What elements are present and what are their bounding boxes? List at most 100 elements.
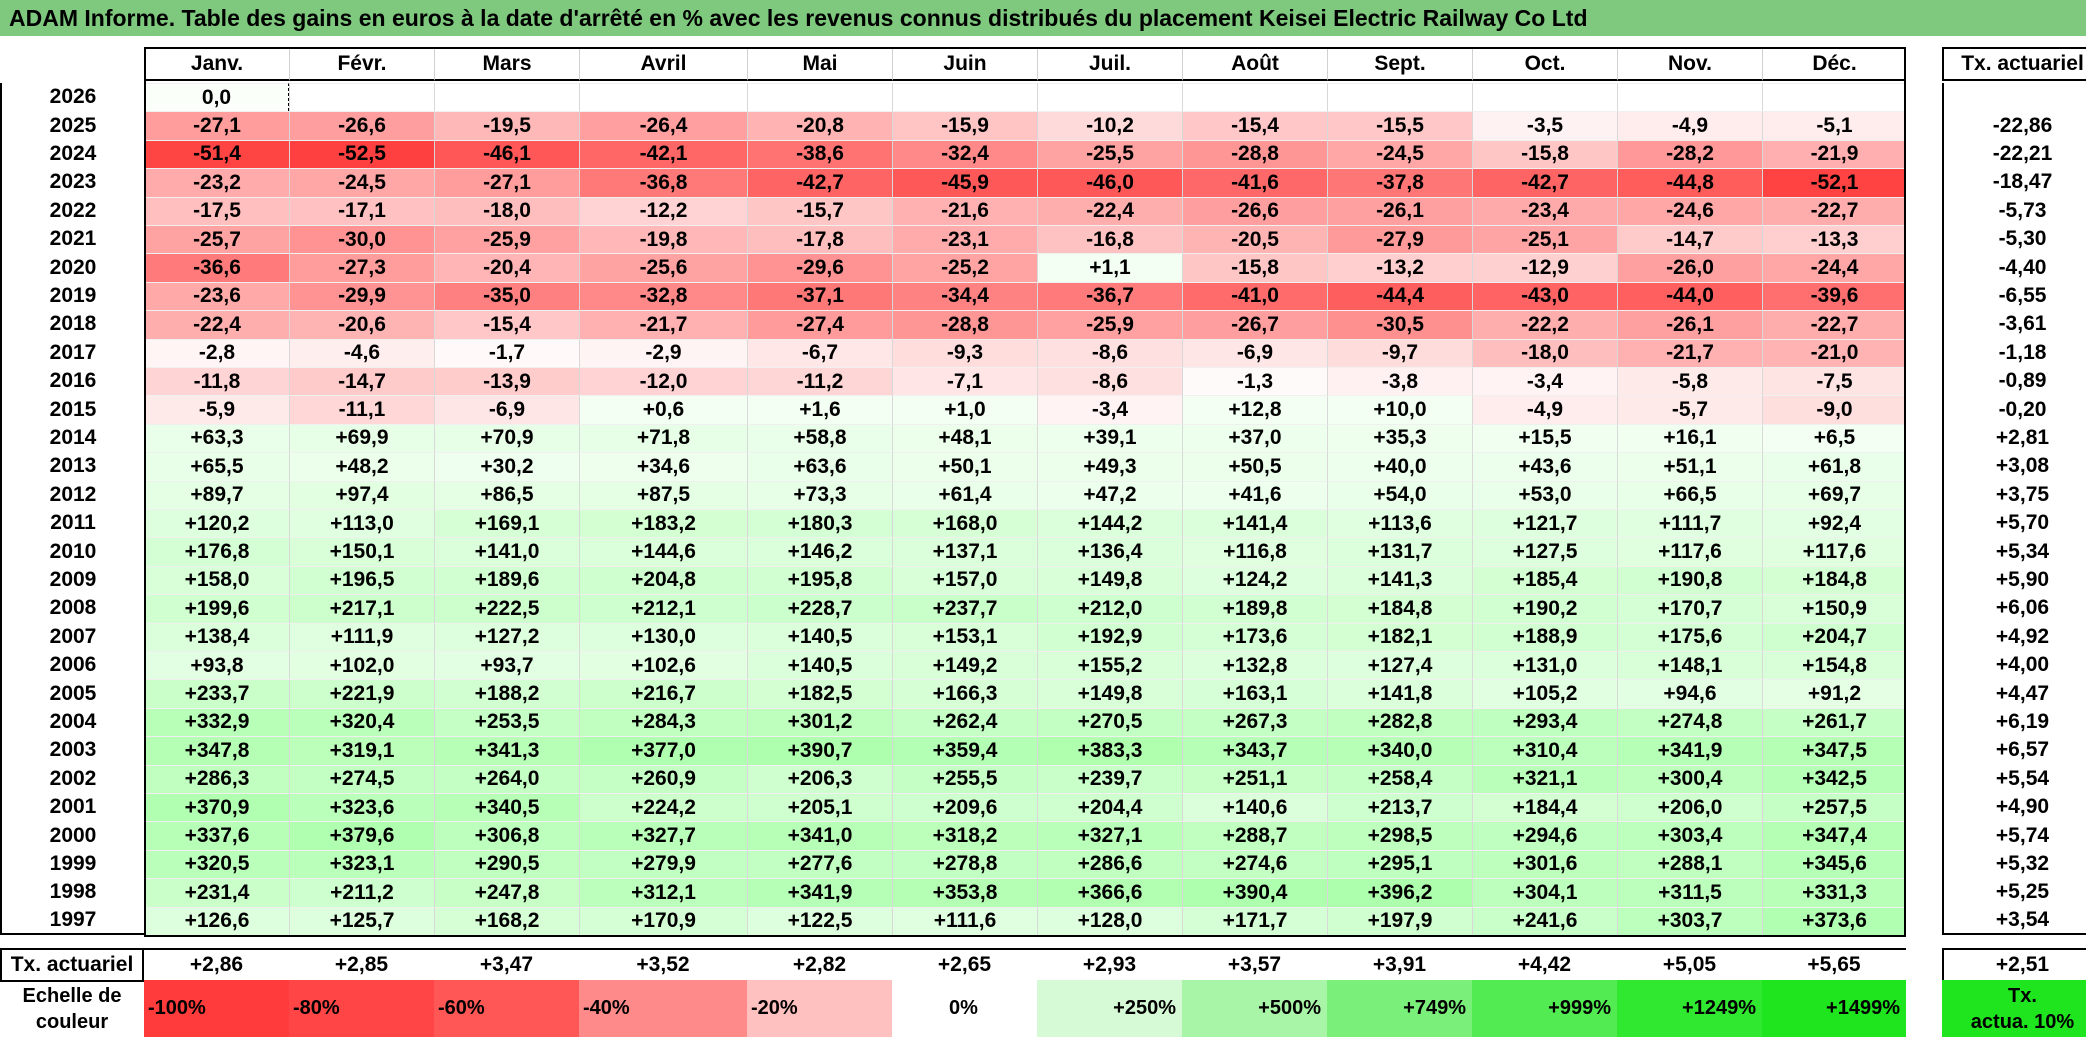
value-cell: +136,4 xyxy=(1037,537,1182,566)
value-cell: +73,3 xyxy=(747,480,892,509)
value-cell xyxy=(1617,83,1762,112)
value-cell: -6,9 xyxy=(1182,338,1327,367)
value-cell: 0,0 xyxy=(144,83,289,112)
value-cell xyxy=(747,83,892,112)
annual-rate-cell: +5,70 xyxy=(1942,509,2086,538)
value-cell: -42,7 xyxy=(747,168,892,197)
value-cell: -11,2 xyxy=(747,367,892,396)
value-cell: -25,9 xyxy=(434,225,579,254)
value-cell: +278,8 xyxy=(892,849,1037,879)
value-cell: +153,1 xyxy=(892,622,1037,651)
value-cell: +267,3 xyxy=(1182,707,1327,737)
value-cell: +190,2 xyxy=(1472,594,1617,623)
annual-rate-cell: +3,54 xyxy=(1942,906,2086,935)
value-cell: +255,5 xyxy=(892,764,1037,793)
value-cell: +149,2 xyxy=(892,651,1037,680)
year-label: 2012 xyxy=(0,480,144,509)
value-cell: -13,3 xyxy=(1762,225,1906,254)
value-cell: +188,2 xyxy=(434,679,579,708)
year-label: 2013 xyxy=(0,452,144,481)
year-label: 2021 xyxy=(0,225,144,254)
value-cell: +148,1 xyxy=(1617,651,1762,680)
value-cell: +184,8 xyxy=(1327,594,1472,623)
annual-rate-cell: -5,73 xyxy=(1942,196,2086,225)
month-header: Mars xyxy=(434,47,579,81)
scale-swatch: -80% xyxy=(289,980,434,1037)
value-cell: -29,6 xyxy=(747,253,892,282)
value-cell: -7,1 xyxy=(892,367,1037,396)
value-cell: +138,4 xyxy=(144,622,289,651)
annual-rate-cell: +4,90 xyxy=(1942,793,2086,822)
month-header: Oct. xyxy=(1472,47,1617,81)
value-cell: -34,4 xyxy=(892,281,1037,311)
value-cell: +298,5 xyxy=(1327,821,1472,850)
value-cell: -18,0 xyxy=(434,196,579,225)
value-cell: -19,5 xyxy=(434,111,579,140)
value-cell: +168,0 xyxy=(892,509,1037,538)
value-cell: -1,7 xyxy=(434,338,579,367)
value-cell: -12,2 xyxy=(579,196,747,225)
value-cell: +158,0 xyxy=(144,565,289,595)
value-cell: +92,4 xyxy=(1762,509,1906,538)
value-cell: +131,0 xyxy=(1472,651,1617,680)
table-row: 2014 +63,3 +69,9 +70,9 +71,8 +58,8 +48,1 +39,1 +… xyxy=(0,423,2086,453)
table-row: 2016 -11,8 -14,7 -13,9 -12,0 -11,2 -7,1 -8,6 -1,… xyxy=(0,367,2086,396)
scale-swatch: +999% xyxy=(1472,980,1617,1037)
table-row: 2005 +233,7 +221,9 +188,2 +216,7 +182,5 +166,3… xyxy=(0,679,2086,708)
value-cell: +318,2 xyxy=(892,821,1037,850)
value-cell: -22,7 xyxy=(1762,310,1906,339)
value-cell: +70,9 xyxy=(434,423,579,453)
value-cell: +213,7 xyxy=(1327,793,1472,822)
value-cell: -4,9 xyxy=(1617,111,1762,140)
table-row: 2024 -51,4 -52,5 -46,1 -42,1 -38,6 -32,4 -25,5-… xyxy=(0,139,2086,169)
value-cell: +150,1 xyxy=(289,537,434,566)
value-cell: -43,0 xyxy=(1472,281,1617,311)
annual-rate-cell: -22,86 xyxy=(1942,111,2086,140)
value-cell: +89,7 xyxy=(144,480,289,509)
value-cell: +320,4 xyxy=(289,707,434,737)
value-cell: +163,1 xyxy=(1182,679,1327,708)
value-cell: +295,1 xyxy=(1327,849,1472,879)
value-cell: +204,8 xyxy=(579,565,747,595)
value-cell: +120,2 xyxy=(144,509,289,538)
value-cell: -25,2 xyxy=(892,253,1037,282)
value-cell: +48,1 xyxy=(892,423,1037,453)
annual-header: Tx. actuariel xyxy=(1942,47,2086,81)
value-cell: -23,6 xyxy=(144,281,289,311)
year-label: 2009 xyxy=(0,565,144,595)
value-cell: +205,1 xyxy=(747,793,892,822)
scale-swatch: +749% xyxy=(1327,980,1472,1037)
value-cell: +274,5 xyxy=(289,764,434,793)
value-cell: +290,5 xyxy=(434,849,579,879)
annual-rate-cell: +6,19 xyxy=(1942,707,2086,737)
value-cell: -36,7 xyxy=(1037,281,1182,311)
annual-rate-cell: -6,55 xyxy=(1942,281,2086,311)
month-header: Juil. xyxy=(1037,47,1182,81)
value-cell: -27,9 xyxy=(1327,225,1472,254)
value-cell: -16,8 xyxy=(1037,225,1182,254)
value-cell: -14,7 xyxy=(289,367,434,396)
value-cell: +320,5 xyxy=(144,849,289,879)
value-cell: -15,5 xyxy=(1327,111,1472,140)
value-cell: +1,1 xyxy=(1037,253,1182,282)
value-cell: +49,3 xyxy=(1037,452,1182,481)
value-cell: +321,1 xyxy=(1472,764,1617,793)
value-cell: +141,0 xyxy=(434,537,579,566)
annual-rate-cell xyxy=(1942,83,2086,112)
value-cell: +189,6 xyxy=(434,565,579,595)
value-cell: +149,8 xyxy=(1037,565,1182,595)
value-cell: +54,0 xyxy=(1327,480,1472,509)
year-label: 2001 xyxy=(0,793,144,822)
value-cell: -45,9 xyxy=(892,168,1037,197)
value-cell: -42,7 xyxy=(1472,168,1617,197)
year-label: 2011 xyxy=(0,509,144,538)
value-cell: +97,4 xyxy=(289,480,434,509)
scale-swatch: 0% xyxy=(892,980,1037,1037)
table-row: 2001 +370,9 +323,6 +340,5 +224,2 +205,1 +209,6… xyxy=(0,793,2086,822)
table-row: 2002 +286,3 +274,5 +264,0 +260,9 +206,3 +255,5… xyxy=(0,764,2086,793)
value-cell: +264,0 xyxy=(434,764,579,793)
year-label: 2008 xyxy=(0,594,144,623)
annual-rate-cell: +5,25 xyxy=(1942,878,2086,907)
value-cell: +168,2 xyxy=(434,906,579,935)
value-cell: +154,8 xyxy=(1762,651,1906,680)
